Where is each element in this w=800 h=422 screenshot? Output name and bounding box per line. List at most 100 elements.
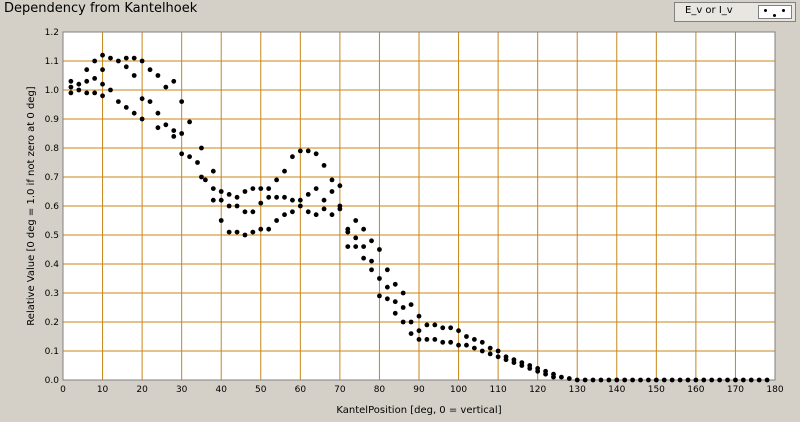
y-tick-label: 0.6 [45, 202, 60, 212]
data-point [282, 212, 287, 218]
data-point [377, 293, 382, 299]
data-point [123, 64, 129, 70]
data-point [566, 376, 572, 381]
data-point [653, 377, 659, 383]
data-point [171, 128, 177, 134]
y-tick-label: 0.2 [45, 318, 59, 328]
data-point [187, 119, 192, 125]
data-point [100, 52, 105, 58]
data-point [384, 267, 390, 273]
data-point [329, 212, 335, 218]
data-point [519, 363, 525, 368]
data-point [226, 192, 232, 197]
chart-title: Dependency from Kantelhoek [4, 1, 198, 16]
scatter-dots-icon [758, 5, 792, 19]
data-point [242, 189, 248, 194]
data-point [234, 194, 240, 200]
data-point [606, 377, 612, 383]
data-point [582, 377, 588, 383]
x-tick-label: 40 [215, 385, 227, 395]
data-point [179, 99, 185, 104]
y-tick-label: 1.1 [45, 57, 59, 67]
x-tick-label: 30 [176, 385, 188, 395]
x-tick-label: 160 [687, 385, 704, 395]
data-point [305, 192, 311, 197]
x-tick-label: 70 [334, 385, 346, 395]
legend[interactable]: E_v or I_v [674, 2, 796, 22]
data-point [297, 148, 303, 154]
data-point [155, 110, 161, 116]
data-point [242, 209, 248, 215]
data-point [250, 229, 256, 235]
data-point [179, 151, 185, 157]
data-point [234, 229, 240, 235]
data-point [250, 209, 256, 215]
data-point [646, 377, 651, 383]
data-point [456, 328, 461, 334]
data-point [139, 116, 145, 122]
data-point [717, 377, 723, 383]
data-point [361, 244, 367, 250]
data-point [369, 258, 374, 264]
data-point [614, 377, 620, 383]
data-point [353, 218, 359, 223]
y-tick-label: 0.4 [45, 260, 60, 270]
data-point [733, 377, 738, 383]
data-point [424, 337, 430, 342]
data-point [84, 78, 90, 84]
data-point [432, 337, 438, 342]
data-point [559, 374, 564, 380]
y-tick-label: 0.5 [45, 231, 59, 241]
data-point [258, 226, 264, 232]
data-point [274, 177, 279, 183]
data-point [748, 377, 754, 383]
data-point [68, 84, 74, 90]
data-point [725, 377, 730, 383]
data-point [756, 377, 762, 383]
data-point [199, 174, 204, 180]
data-point [290, 154, 295, 160]
data-point [274, 218, 279, 223]
x-tick-label: 90 [413, 385, 425, 395]
x-tick-label: 10 [97, 385, 109, 395]
data-point [297, 197, 303, 203]
data-point [131, 73, 137, 78]
y-tick-label: 1.2 [45, 28, 59, 38]
data-point [574, 377, 580, 383]
data-point [408, 302, 414, 307]
data-point [511, 360, 517, 365]
data-point [313, 212, 319, 218]
data-point [471, 345, 477, 351]
data-point [479, 339, 485, 345]
data-point [543, 371, 548, 377]
legend-series-label: E_v or I_v [685, 5, 733, 16]
data-point [630, 377, 635, 383]
data-point [210, 168, 216, 174]
data-point [416, 328, 422, 334]
data-point [638, 377, 643, 383]
data-point [432, 322, 438, 328]
data-point [266, 186, 272, 192]
data-point [274, 194, 279, 200]
x-tick-label: 180 [766, 385, 783, 395]
data-point [400, 305, 406, 310]
data-point [297, 203, 303, 209]
data-point [100, 81, 105, 87]
data-point [622, 377, 628, 383]
data-point [155, 73, 161, 78]
y-tick-label: 0.1 [45, 347, 59, 357]
y-tick-label: 0.3 [45, 289, 59, 299]
data-point [84, 67, 90, 73]
y-tick-label: 0.0 [45, 376, 60, 386]
data-point [392, 281, 398, 287]
data-point [321, 163, 327, 168]
x-tick-label: 80 [374, 385, 386, 395]
data-point [305, 148, 311, 154]
data-point [448, 339, 454, 345]
data-point [661, 377, 667, 383]
data-point [195, 160, 200, 165]
data-point [590, 377, 596, 383]
data-point [266, 226, 272, 232]
